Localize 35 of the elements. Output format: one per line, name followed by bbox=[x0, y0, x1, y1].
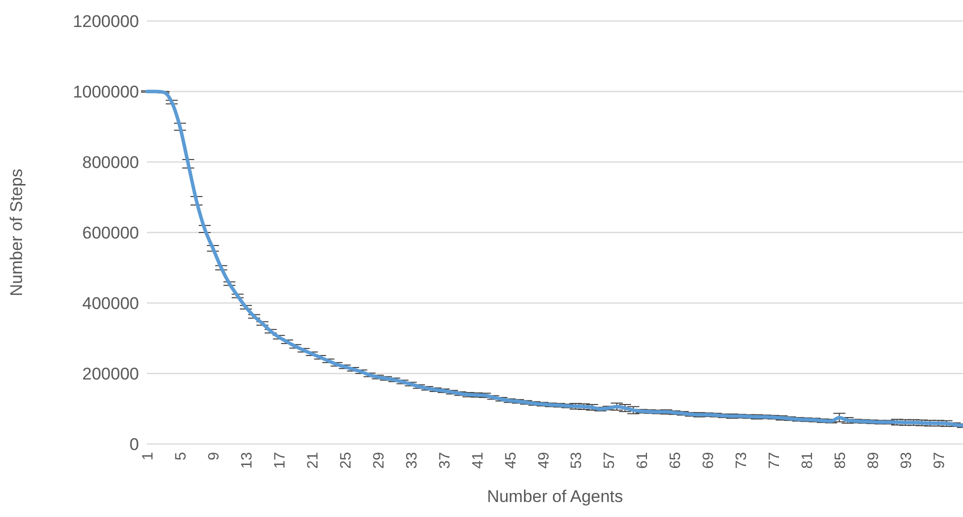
x-tick-label: 17 bbox=[272, 452, 289, 469]
x-tick-label: 89 bbox=[864, 452, 882, 469]
y-tick-label: 1000000 bbox=[72, 82, 139, 102]
x-tick-label: 37 bbox=[436, 452, 454, 469]
line-series bbox=[145, 90, 963, 428]
x-tick-label: 85 bbox=[832, 452, 850, 469]
x-tick-label: 29 bbox=[370, 452, 388, 469]
x-tick-label: 5 bbox=[172, 452, 190, 460]
x-axis-title: Number of Agents bbox=[486, 487, 624, 506]
x-tick-label: 77 bbox=[766, 452, 784, 469]
x-tick-label: 13 bbox=[238, 452, 256, 469]
x-tick-label: 25 bbox=[337, 452, 354, 469]
x-tick-label: 61 bbox=[634, 452, 652, 469]
x-tick-label: 49 bbox=[535, 452, 552, 469]
x-tick-label: 81 bbox=[799, 452, 816, 469]
x-tick-label: 65 bbox=[667, 452, 684, 469]
x-tick-label: 45 bbox=[502, 452, 520, 469]
x-tick-label: 1 bbox=[140, 452, 157, 460]
y-tick-label: 400000 bbox=[82, 294, 139, 314]
x-tick-label: 97 bbox=[930, 452, 948, 469]
y-tick-label: 800000 bbox=[82, 153, 139, 172]
y-tick-label: 0 bbox=[130, 435, 139, 454]
x-tick-label: 21 bbox=[304, 452, 322, 469]
x-tick-label: 73 bbox=[733, 452, 750, 469]
y-tick-label: 1200000 bbox=[72, 12, 139, 32]
x-tick-label: 41 bbox=[469, 452, 486, 469]
y-tick-label: 200000 bbox=[82, 364, 139, 384]
x-tick-label: 93 bbox=[898, 452, 915, 469]
y-tick-label: 600000 bbox=[82, 224, 139, 243]
x-tick-label: 53 bbox=[568, 452, 586, 469]
x-tick-label: 57 bbox=[601, 452, 618, 469]
x-tick-label: 9 bbox=[206, 452, 223, 460]
x-tick-label: 33 bbox=[403, 452, 420, 469]
x-tick-label: 69 bbox=[700, 452, 718, 469]
y-axis-title: Number of Steps bbox=[7, 168, 26, 296]
